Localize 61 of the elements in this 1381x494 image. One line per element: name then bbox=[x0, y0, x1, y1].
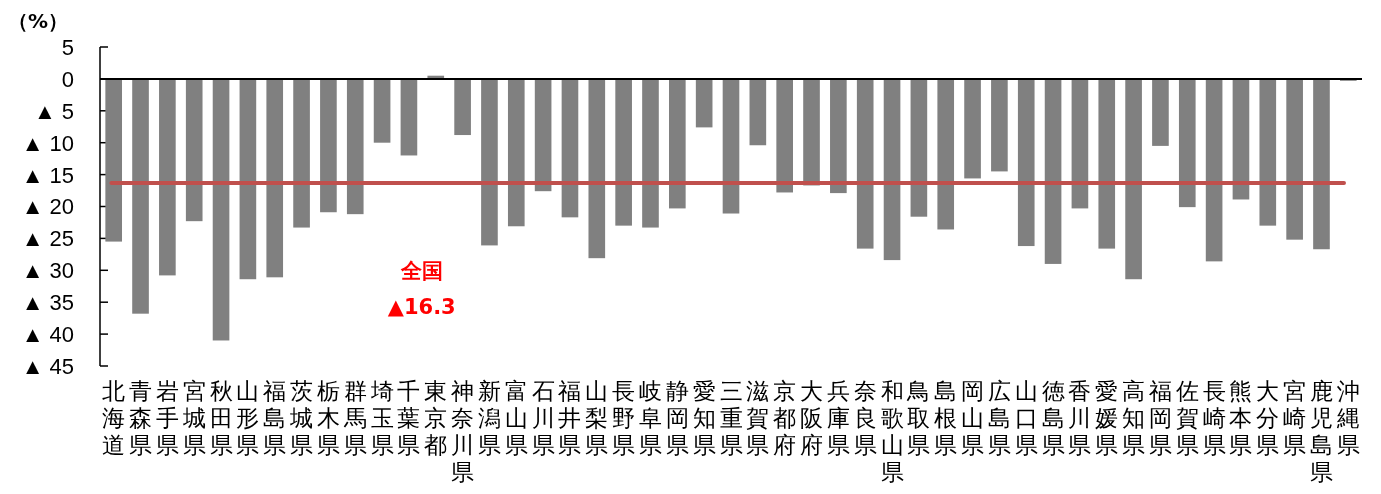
y-tick-label: 5 bbox=[61, 34, 74, 60]
y-tick-label: ▲ 40 bbox=[21, 322, 74, 348]
x-tick-label: 佐賀県 bbox=[1175, 377, 1199, 458]
x-tick-label: 鹿児島県 bbox=[1309, 377, 1333, 485]
x-tick-label: 鳥取県 bbox=[906, 377, 931, 458]
x-tick-label: 岩手県 bbox=[155, 377, 179, 458]
x-tick-label: 宮城県 bbox=[181, 377, 206, 458]
x-tick-label: 千葉県 bbox=[397, 377, 421, 458]
x-tick-label: 青森県 bbox=[129, 377, 153, 458]
x-tick-label: 新潟県 bbox=[477, 377, 501, 458]
x-tick-label: 茨城県 bbox=[289, 377, 314, 458]
x-tick-label: 神奈川県 bbox=[451, 377, 475, 485]
x-tick-label: 大分県 bbox=[1256, 377, 1280, 458]
x-tick-label: 奈良県 bbox=[853, 377, 877, 458]
x-tick-label: 兵庫県 bbox=[826, 377, 850, 458]
x-tick-label: 和歌山県 bbox=[880, 377, 904, 485]
x-tick-label: 岐阜県 bbox=[638, 377, 662, 458]
x-tick-label: 栃木県 bbox=[316, 377, 340, 458]
x-tick-label: 徳島県 bbox=[1041, 377, 1065, 458]
y-tick-label: ▲ 5 bbox=[33, 98, 74, 124]
x-tick-label: 大阪府 bbox=[800, 377, 824, 458]
annotation: 全国 bbox=[399, 258, 443, 283]
x-tick-label: 秋田県 bbox=[209, 377, 233, 458]
x-tick-label: 三重県 bbox=[719, 377, 743, 458]
x-tick-label: 富山県 bbox=[504, 377, 528, 458]
x-tick-label: 山形県 bbox=[236, 377, 260, 458]
x-tick-label: 熊本県 bbox=[1229, 377, 1253, 458]
x-tick-label: 愛知県 bbox=[692, 377, 716, 458]
x-tick-label: 高知県 bbox=[1122, 377, 1146, 458]
x-tick-label: 群馬県 bbox=[342, 377, 367, 458]
x-tick-label: 山梨県 bbox=[585, 377, 609, 458]
x-tick-label: 広島県 bbox=[987, 377, 1011, 458]
y-tick-label: ▲ 10 bbox=[21, 130, 74, 156]
y-axis-title: （%） bbox=[8, 9, 69, 33]
y-tick-label: ▲ 25 bbox=[21, 226, 74, 252]
x-tick-label: 山口県 bbox=[1014, 377, 1038, 458]
x-tick-label: 静岡県 bbox=[665, 377, 689, 458]
x-tick-label: 島根県 bbox=[934, 377, 958, 458]
x-tick-label: 長崎県 bbox=[1202, 377, 1226, 458]
y-tick-label: ▲ 20 bbox=[21, 194, 74, 220]
x-tick-label: 愛媛県 bbox=[1095, 377, 1119, 458]
x-tick-label: 福島県 bbox=[263, 377, 287, 458]
x-tick-label: 福岡県 bbox=[1148, 377, 1172, 458]
annotation: ▲16.3 bbox=[387, 294, 456, 319]
x-tick-label: 埼玉県 bbox=[369, 377, 394, 458]
x-tick-label: 福井県 bbox=[558, 377, 582, 458]
x-tick-label: 滋賀県 bbox=[746, 377, 770, 458]
x-tick-label: 京都府 bbox=[773, 377, 797, 458]
y-tick-label: ▲ 35 bbox=[21, 290, 74, 316]
x-tick-label: 長野県 bbox=[612, 377, 636, 458]
x-tick-label: 岡山県 bbox=[961, 377, 985, 458]
x-tick-label: 宮崎県 bbox=[1283, 377, 1307, 458]
y-tick-label: ▲ 45 bbox=[21, 353, 74, 379]
x-tick-label: 石川県 bbox=[531, 377, 555, 458]
x-tick-label: 東京都 bbox=[424, 377, 448, 458]
x-tick-label: 香川県 bbox=[1068, 377, 1092, 458]
x-tick-label: 北海道 bbox=[102, 377, 126, 458]
y-tick-label: ▲ 15 bbox=[21, 162, 74, 188]
y-tick-label: 0 bbox=[61, 66, 74, 92]
x-tick-label: 沖縄県 bbox=[1335, 377, 1360, 458]
y-tick-label: ▲ 30 bbox=[21, 258, 74, 284]
